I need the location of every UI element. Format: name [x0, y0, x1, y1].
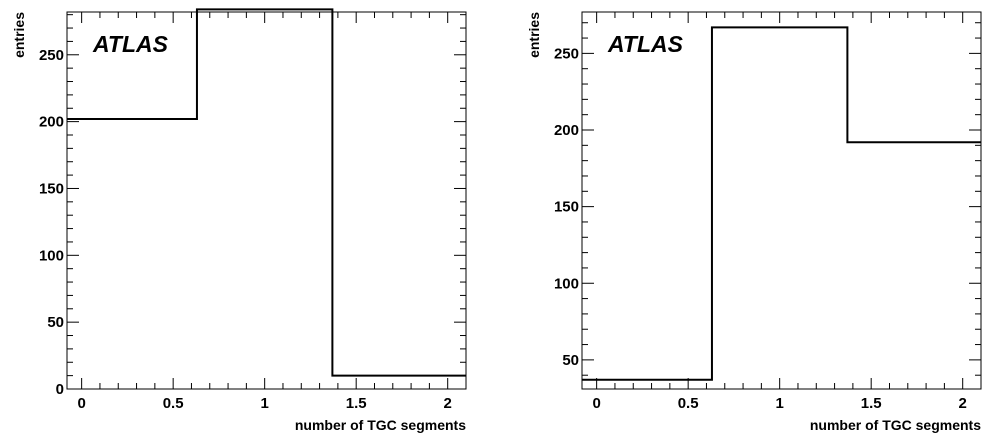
right-histogram-panel: 0 0.5 1 1.5 2 50 100 150 200 250 ATLAS number of TG…	[494, 0, 988, 434]
histogram-series-line	[67, 8, 466, 377]
y-tick-label: 100	[39, 247, 64, 264]
x-tick-label: 0.5	[678, 395, 699, 412]
x-tick-label: 0	[592, 395, 600, 412]
x-tick-label: 1	[775, 395, 783, 412]
atlas-label: ATLAS	[92, 31, 169, 57]
x-tick-label: 2	[444, 395, 452, 412]
y-axis-title: entries	[11, 12, 27, 58]
plot-frame	[66, 11, 467, 390]
x-tick-label: 0.5	[163, 395, 184, 412]
x-tick-label: 0	[77, 395, 85, 412]
histogram-bin	[847, 142, 981, 389]
histogram-bin	[67, 119, 197, 389]
x-tick-label: 2	[959, 395, 967, 412]
y-axis-title: entries	[526, 12, 542, 58]
histogram-bin	[582, 380, 712, 389]
y-tick-label: 50	[562, 352, 579, 369]
atlas-label: ATLAS	[607, 31, 684, 57]
y-tick-label: 200	[39, 114, 64, 131]
y-tick-label: 250	[554, 45, 579, 62]
y-tick-label: 200	[554, 122, 579, 139]
y-tick-label: 100	[554, 275, 579, 292]
histogram-series-line	[582, 26, 981, 381]
x-axis-title: number of TGC segments	[810, 417, 981, 433]
y-tick-label: 250	[39, 47, 64, 64]
x-axis-title: number of TGC segments	[295, 417, 466, 433]
y-tick-label: 150	[554, 199, 579, 216]
x-tick-label: 1.5	[346, 395, 367, 412]
histogram-bin	[712, 27, 847, 389]
x-tick-label: 1.5	[861, 395, 882, 412]
y-tick-label: 150	[39, 180, 64, 197]
x-tick-label: 1	[260, 395, 268, 412]
histogram-bin	[332, 376, 466, 389]
y-tick-label: 0	[56, 381, 64, 398]
left-histogram-panel: 0 0.5 1 1.5 2 0 50 100 150 200 250 ATLAS number of T…	[0, 0, 494, 434]
left-histogram-chart: 0 0.5 1 1.5 2 0 50 100 150 200 250 ATLAS number of T…	[11, 8, 467, 433]
plot-frame	[581, 11, 982, 390]
histogram-bin	[197, 12, 332, 389]
y-tick-label: 50	[47, 314, 64, 331]
